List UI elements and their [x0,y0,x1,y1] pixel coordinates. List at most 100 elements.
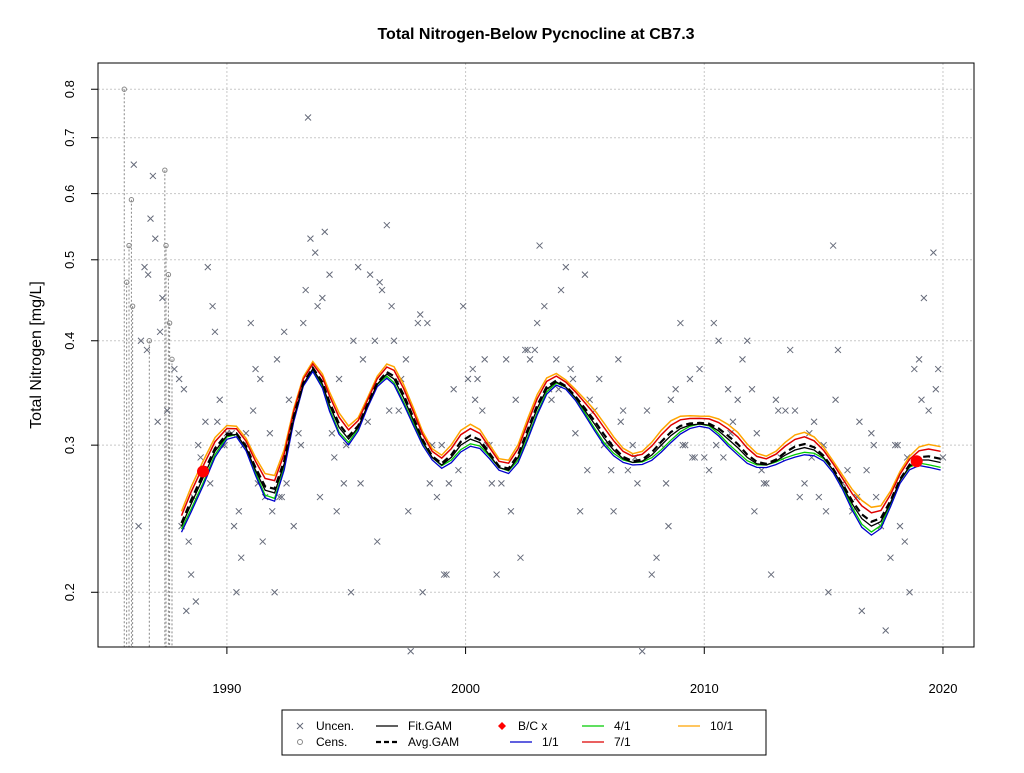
uncensored-point [333,507,341,515]
uncensored-point [419,588,426,596]
y-tick-label: 0.2 [62,583,77,601]
x-tick-label: 1990 [212,681,241,696]
uncensored-point [443,571,450,578]
x-tick-label: 2020 [929,681,958,696]
uncensored-point [395,407,403,414]
uncensored-point [302,286,310,294]
uncensored-point [932,385,940,393]
censored-point [128,197,135,647]
uncensored-point [619,407,627,414]
uncensored-point [688,454,696,461]
uncensored-point [767,571,775,578]
uncensored-point [548,396,555,404]
uncensored-point [753,429,761,437]
censored-marker [166,320,173,326]
uncensored-point [268,507,276,515]
uncensored-point [233,588,240,596]
uncensored-point [934,365,942,373]
uncensored-point [383,221,391,229]
uncensored-point [388,302,395,310]
uncensored-point [235,507,243,515]
uncensored-point [144,271,152,278]
uncensored-point [414,319,422,327]
uncensored-point [304,114,312,121]
uncensored-point [359,356,367,363]
uncensored-point [832,396,839,404]
uncensored-point [536,242,543,249]
uncensored-point [171,365,178,373]
uncensored-point [552,356,560,363]
legend-label: 7/1 [614,735,631,749]
uncensored-point [887,554,894,562]
uncensored-point [273,356,281,363]
uncensored-point [154,418,162,426]
uncensored-point [426,480,434,487]
uncensored-point [863,466,870,474]
uncensored-point [259,538,267,545]
legend-label: 10/1 [710,719,734,733]
uncensored-point [710,319,718,327]
legend-label: 1/1 [542,735,559,749]
legend-item: Fit.GAM [376,719,452,733]
uncensored-point [481,356,489,363]
uncensored-point [858,607,866,615]
censored-point [129,303,136,647]
uncensored-point [137,337,145,345]
uncensored-point [459,302,467,310]
censored-marker [169,356,175,363]
uncensored-point [149,172,157,180]
uncensored-point [521,346,529,354]
uncensored-point [679,441,687,449]
uncensored-point [378,286,386,294]
uncensored-point [314,302,321,310]
uncensored-point [182,607,190,615]
y-tick-label: 0.7 [62,129,77,147]
uncensored-point [424,319,431,327]
censored-layer [121,86,175,647]
y-tick-label: 0.8 [62,80,77,98]
uncensored-point [299,319,307,327]
uncensored-point [930,249,937,256]
uncensored-point [829,242,837,249]
uncensored-point [147,215,154,223]
uncensored-point [822,507,830,515]
uncensored-point [163,407,171,414]
uncensored-point [541,302,548,310]
uncensored-point [686,375,694,383]
uncensored-point [197,454,204,461]
uncensored-point [151,235,159,242]
uncensored-point [786,346,794,354]
uncensored-point [319,294,326,302]
uncensored-point [533,319,541,327]
uncensored-point [791,407,799,414]
censored-point [165,271,172,647]
uncensored-point [278,493,286,501]
y-tick-label: 0.3 [62,436,77,454]
uncensored-point [815,493,823,501]
uncensored-point [488,480,496,487]
uncensored-point [894,441,901,449]
censored-point [169,356,175,647]
legend: Uncen. Cens. Fit.GAM Avg.GAM B/C x 1/1 4/1 7/1 1… [281,709,767,756]
uncensored-point [416,311,424,318]
uncensored-point [853,493,861,501]
uncensored-point [371,337,379,345]
uncensored-point [357,480,364,487]
y-axis-label: Total Nitrogen [mg/L] [28,281,45,429]
uncensored-point [918,396,925,404]
uncensored-point [825,588,832,596]
uncensored-point [700,454,708,461]
uncensored-point [648,571,656,578]
uncensored-point [285,396,293,404]
uncensored-point [772,396,780,404]
uncensored-point [493,571,500,578]
uncensored-point [256,375,264,383]
uncensored-point [915,356,923,363]
legend-item: 1/1 [510,735,559,749]
uncensored-point [910,365,918,373]
uncensored-point [629,441,637,449]
legend-label: Cens. [316,735,347,749]
uncensored-point [143,346,151,354]
uncensored-point [347,588,355,596]
legend-label: Uncen. [316,719,354,733]
